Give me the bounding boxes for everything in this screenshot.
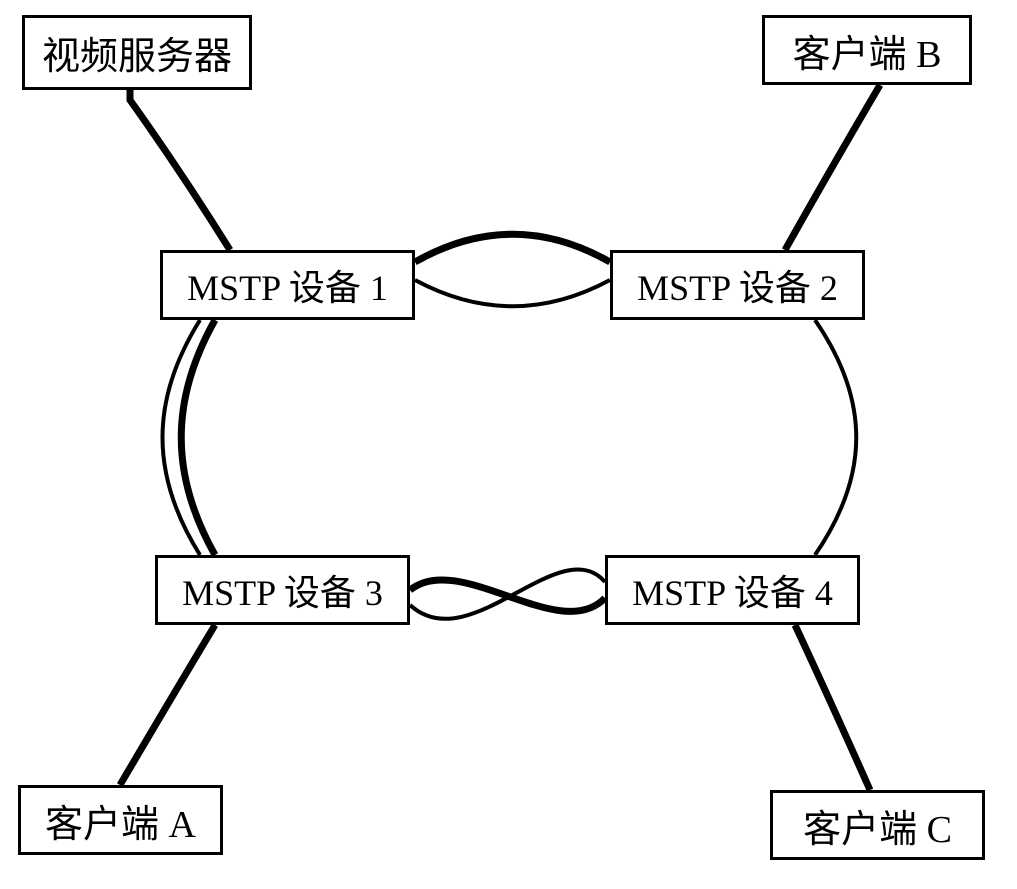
client-a-node: 客户端 A bbox=[18, 785, 223, 855]
mstp-device-2-label: MSTP 设备 2 bbox=[637, 259, 838, 311]
edge-ca-m3 bbox=[120, 625, 215, 785]
edge-cb-m2 bbox=[785, 85, 880, 250]
client-b-label: 客户端 B bbox=[793, 23, 942, 78]
client-b-node: 客户端 B bbox=[762, 15, 972, 85]
mstp-device-1-node: MSTP 设备 1 bbox=[160, 250, 415, 320]
video-server-node: 视频服务器 bbox=[22, 15, 252, 90]
connections-layer bbox=[0, 0, 1017, 889]
mstp-device-4-label: MSTP 设备 4 bbox=[632, 564, 833, 616]
client-c-node: 客户端 C bbox=[770, 790, 985, 860]
edge-m1-m2-top bbox=[415, 234, 610, 262]
edge-m2-m4 bbox=[815, 320, 856, 555]
mstp-device-4-node: MSTP 设备 4 bbox=[605, 555, 860, 625]
edge-m1-m3-r bbox=[181, 320, 215, 555]
edge-m1-m2-bot bbox=[415, 280, 610, 306]
mstp-device-3-node: MSTP 设备 3 bbox=[155, 555, 410, 625]
client-a-label: 客户端 A bbox=[45, 793, 196, 848]
edge-cc-m4 bbox=[795, 625, 870, 790]
edge-vs-m1 bbox=[130, 90, 230, 250]
video-server-label: 视频服务器 bbox=[42, 25, 232, 80]
client-c-label: 客户端 C bbox=[803, 798, 952, 853]
mstp-device-2-node: MSTP 设备 2 bbox=[610, 250, 865, 320]
mstp-device-3-label: MSTP 设备 3 bbox=[182, 564, 383, 616]
mstp-device-1-label: MSTP 设备 1 bbox=[187, 259, 388, 311]
